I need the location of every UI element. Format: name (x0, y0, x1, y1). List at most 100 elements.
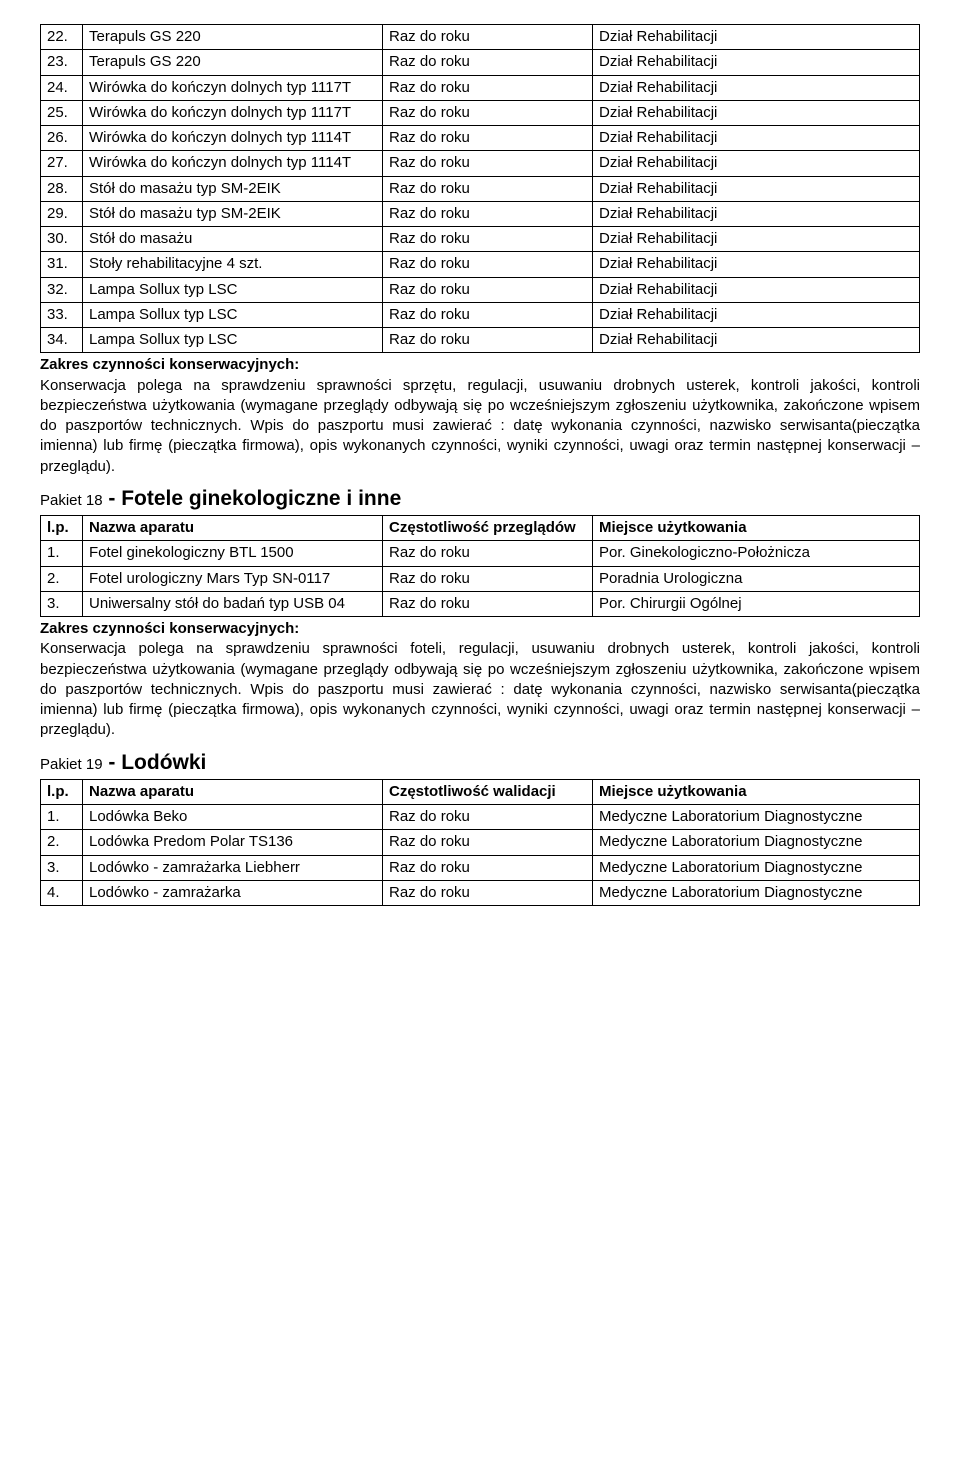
para1-heading: Zakres czynności konserwacyjnych: (40, 356, 299, 373)
table-row: 28.Stół do masażu typ SM-2EIKRaz do roku… (41, 176, 920, 201)
cell: Por. Ginekologiczno-Położnicza (593, 541, 920, 566)
cell: Raz do roku (383, 227, 593, 252)
section-18-name: - Fotele ginekologiczne i inne (103, 487, 402, 510)
cell: Dział Rehabilitacji (593, 126, 920, 151)
cell: Dział Rehabilitacji (593, 328, 920, 353)
cell: Dział Rehabilitacji (593, 201, 920, 226)
table-row: 2.Fotel urologiczny Mars Typ SN-0117Raz … (41, 566, 920, 591)
cell: 32. (41, 277, 83, 302)
table-row: 3.Uniwersalny stół do badań typ USB 04Ra… (41, 591, 920, 616)
cell: 3. (41, 855, 83, 880)
cell: Dział Rehabilitacji (593, 25, 920, 50)
cell: Wirówka do kończyn dolnych typ 1114T (83, 151, 383, 176)
cell: Medyczne Laboratorium Diagnostyczne (593, 830, 920, 855)
cell: Dział Rehabilitacji (593, 277, 920, 302)
cell: Raz do roku (383, 151, 593, 176)
cell: Dział Rehabilitacji (593, 176, 920, 201)
table-row: 2.Lodówka Predom Polar TS136Raz do rokuM… (41, 830, 920, 855)
cell: Stoły rehabilitacyjne 4 szt. (83, 252, 383, 277)
para1-body: Konserwacja polega na sprawdzeniu sprawn… (40, 377, 920, 475)
table-row: 27.Wirówka do kończyn dolnych typ 1114TR… (41, 151, 920, 176)
table-row: 33.Lampa Sollux typ LSCRaz do rokuDział … (41, 302, 920, 327)
cell: 2. (41, 566, 83, 591)
table-row: 1.Lodówka BekoRaz do rokuMedyczne Labora… (41, 805, 920, 830)
cell: Raz do roku (383, 302, 593, 327)
cell: Dział Rehabilitacji (593, 252, 920, 277)
cell: Lampa Sollux typ LSC (83, 302, 383, 327)
cell: Raz do roku (383, 176, 593, 201)
cell: Medyczne Laboratorium Diagnostyczne (593, 855, 920, 880)
header-cell: Nazwa aparatu (83, 516, 383, 541)
cell: Raz do roku (383, 541, 593, 566)
table-row: 4.Lodówko - zamrażarkaRaz do rokuMedyczn… (41, 880, 920, 905)
cell: 3. (41, 591, 83, 616)
cell: Raz do roku (383, 880, 593, 905)
header-cell: Miejsce użytkowania (593, 516, 920, 541)
cell: 27. (41, 151, 83, 176)
cell: Lodówko - zamrażarka Liebherr (83, 855, 383, 880)
cell: 22. (41, 25, 83, 50)
cell: Por. Chirurgii Ogólnej (593, 591, 920, 616)
table-row: 29.Stół do masażu typ SM-2EIKRaz do roku… (41, 201, 920, 226)
cell: Raz do roku (383, 75, 593, 100)
cell: 34. (41, 328, 83, 353)
cell: Raz do roku (383, 805, 593, 830)
cell: 4. (41, 880, 83, 905)
pakiet-19-label: Pakiet 19 (40, 756, 103, 773)
cell: Dział Rehabilitacji (593, 227, 920, 252)
para2-body: Konserwacja polega na sprawdzeniu sprawn… (40, 640, 920, 738)
maintenance-scope-1: Zakres czynności konserwacyjnych: Konser… (40, 355, 920, 477)
table-row: 34.Lampa Sollux typ LSCRaz do rokuDział … (41, 328, 920, 353)
table-row: 24.Wirówka do kończyn dolnych typ 1117TR… (41, 75, 920, 100)
cell: Stół do masażu (83, 227, 383, 252)
cell: Raz do roku (383, 25, 593, 50)
cell: Raz do roku (383, 201, 593, 226)
cell: Raz do roku (383, 566, 593, 591)
cell: Raz do roku (383, 830, 593, 855)
table-header-row: l.p.Nazwa aparatuCzęstotliwość przeglądó… (41, 516, 920, 541)
cell: 26. (41, 126, 83, 151)
cell: Wirówka do kończyn dolnych typ 1117T (83, 100, 383, 125)
table-row: 23.Terapuls GS 220Raz do rokuDział Rehab… (41, 50, 920, 75)
section-18-title: Pakiet 18 - Fotele ginekologiczne i inne (40, 485, 920, 513)
table-row: 1.Fotel ginekologiczny BTL 1500Raz do ro… (41, 541, 920, 566)
cell: Dział Rehabilitacji (593, 100, 920, 125)
cell: Raz do roku (383, 277, 593, 302)
header-cell: Częstotliwość walidacji (383, 779, 593, 804)
cell: Stół do masażu typ SM-2EIK (83, 201, 383, 226)
pakiet-18-label: Pakiet 18 (40, 492, 103, 509)
cell: Lodówka Beko (83, 805, 383, 830)
cell: Fotel urologiczny Mars Typ SN-0117 (83, 566, 383, 591)
cell: 33. (41, 302, 83, 327)
cell: Wirówka do kończyn dolnych typ 1117T (83, 75, 383, 100)
table-row: 26.Wirówka do kończyn dolnych typ 1114TR… (41, 126, 920, 151)
header-cell: Nazwa aparatu (83, 779, 383, 804)
cell: Poradnia Urologiczna (593, 566, 920, 591)
table-row: 32.Lampa Sollux typ LSCRaz do rokuDział … (41, 277, 920, 302)
table-row: 3.Lodówko - zamrażarka LiebherrRaz do ro… (41, 855, 920, 880)
section-19-title: Pakiet 19 - Lodówki (40, 749, 920, 777)
lodowki-table: l.p.Nazwa aparatuCzęstotliwość walidacji… (40, 779, 920, 906)
cell: 2. (41, 830, 83, 855)
cell: Stół do masażu typ SM-2EIK (83, 176, 383, 201)
cell: Raz do roku (383, 591, 593, 616)
cell: Dział Rehabilitacji (593, 50, 920, 75)
cell: Lampa Sollux typ LSC (83, 328, 383, 353)
header-cell: Miejsce użytkowania (593, 779, 920, 804)
cell: Raz do roku (383, 50, 593, 75)
table-row: 22.Terapuls GS 220Raz do rokuDział Rehab… (41, 25, 920, 50)
cell: Raz do roku (383, 328, 593, 353)
cell: Dział Rehabilitacji (593, 75, 920, 100)
cell: 31. (41, 252, 83, 277)
cell: 1. (41, 541, 83, 566)
cell: Lodówka Predom Polar TS136 (83, 830, 383, 855)
cell: Terapuls GS 220 (83, 25, 383, 50)
header-cell: l.p. (41, 516, 83, 541)
header-cell: Częstotliwość przeglądów (383, 516, 593, 541)
rehab-table: 22.Terapuls GS 220Raz do rokuDział Rehab… (40, 24, 920, 353)
cell: Dział Rehabilitacji (593, 302, 920, 327)
cell: Wirówka do kończyn dolnych typ 1114T (83, 126, 383, 151)
cell: 30. (41, 227, 83, 252)
header-cell: l.p. (41, 779, 83, 804)
cell: Raz do roku (383, 252, 593, 277)
